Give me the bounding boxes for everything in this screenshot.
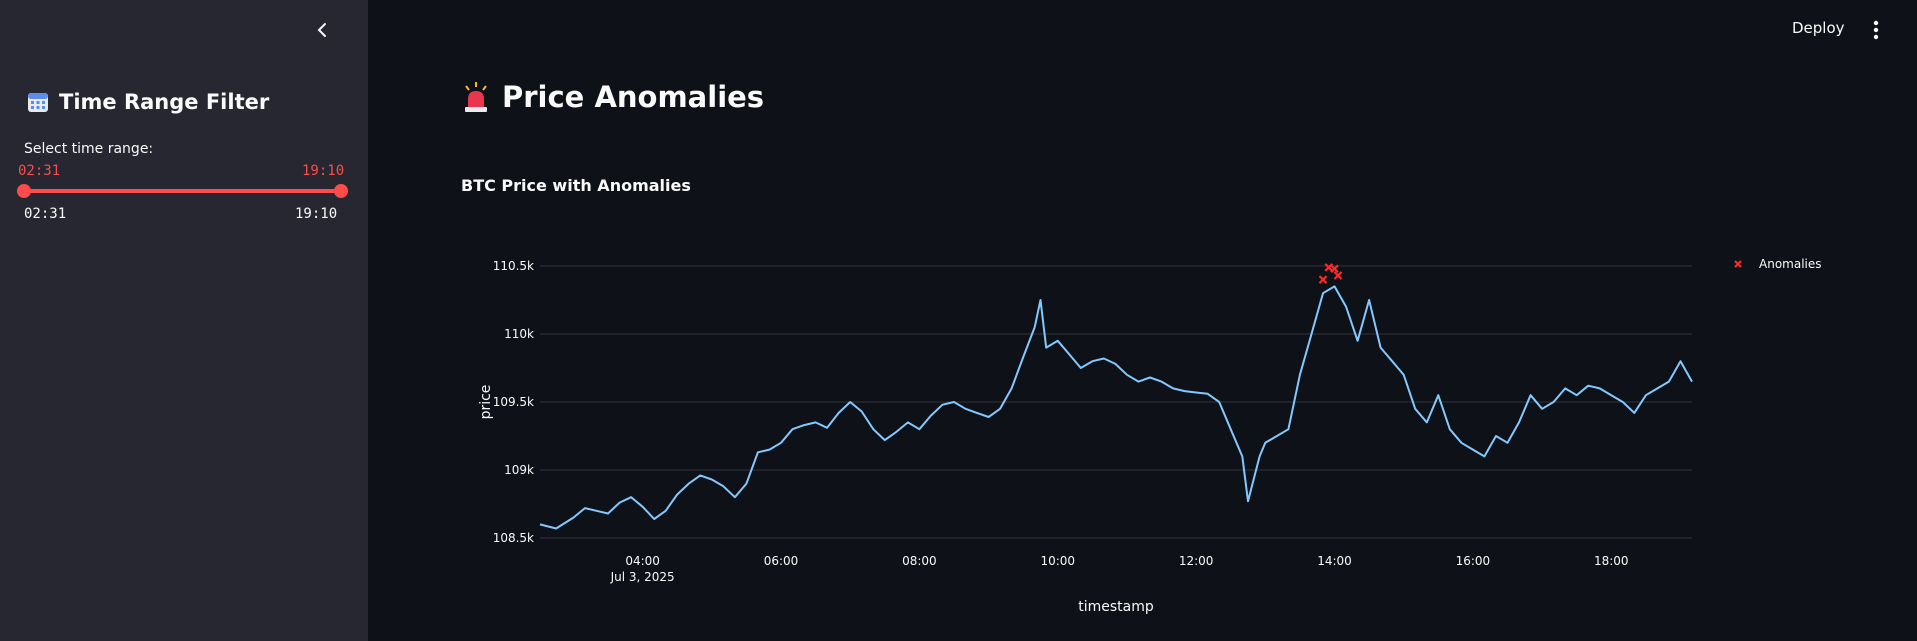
slider-track[interactable] xyxy=(24,189,341,193)
y-axis-label: price xyxy=(478,385,494,420)
x-tick-label: 06:00 xyxy=(764,554,799,568)
collapse-sidebar-button[interactable] xyxy=(310,18,334,42)
x-tick-label: 08:00 xyxy=(902,554,937,568)
slider-end-value: 19:10 xyxy=(302,163,345,179)
x-tick-label: 10:00 xyxy=(1040,554,1075,568)
slider-start-value: 02:31 xyxy=(18,163,61,179)
chevron-left-icon xyxy=(317,23,326,37)
deploy-button[interactable]: Deploy xyxy=(1792,19,1845,37)
price-line xyxy=(539,285,1693,530)
calendar-icon xyxy=(28,93,48,112)
y-tick-label: 109.5k xyxy=(493,395,534,409)
anomaly-marker xyxy=(1324,263,1334,272)
sidebar-heading: Time Range Filter xyxy=(27,90,269,114)
siren-icon xyxy=(465,82,487,112)
anomaly-marker xyxy=(1330,264,1339,273)
x-axis-label: timestamp xyxy=(1078,599,1154,615)
legend-anomaly-marker xyxy=(1734,260,1742,268)
chart-title: BTC Price with Anomalies xyxy=(461,176,691,195)
page-title: Price Anomalies xyxy=(462,80,764,114)
anomaly-marker xyxy=(1318,275,1328,284)
x-tick-label: 14:00 xyxy=(1317,554,1352,568)
legend-label: Anomalies xyxy=(1759,257,1822,271)
main-menu-button[interactable] xyxy=(1864,16,1888,44)
x-tick-label: 18:00 xyxy=(1594,554,1629,568)
vertical-dots-icon xyxy=(1873,20,1879,40)
slider-min-label: 02:31 xyxy=(24,206,67,222)
anomaly-marker xyxy=(1333,271,1343,280)
x-tick-label: 04:00 xyxy=(625,554,660,568)
x-tick-sublabel: Jul 3, 2025 xyxy=(610,570,675,584)
sidebar-title: Time Range Filter xyxy=(59,90,270,114)
y-tick-label: 110.5k xyxy=(493,259,534,273)
y-tick-label: 109k xyxy=(504,463,534,477)
sidebar: Time Range Filter Select time range: 02:… xyxy=(0,0,368,641)
y-tick-label: 108.5k xyxy=(493,531,534,545)
slider-max-label: 19:10 xyxy=(295,206,338,222)
y-tick-label: 110k xyxy=(504,327,534,341)
x-tick-label: 12:00 xyxy=(1179,554,1214,568)
price-chart: 108.5k 109k 109.5k 110k 110.5k 04:00 Jul 3, 20… xyxy=(478,257,1822,615)
slider-end-handle[interactable] xyxy=(334,184,348,198)
x-tick-label: 16:00 xyxy=(1456,554,1491,568)
page-title-text: Price Anomalies xyxy=(502,80,765,114)
slider-label: Select time range: xyxy=(24,141,154,157)
slider-start-handle[interactable] xyxy=(17,184,31,198)
